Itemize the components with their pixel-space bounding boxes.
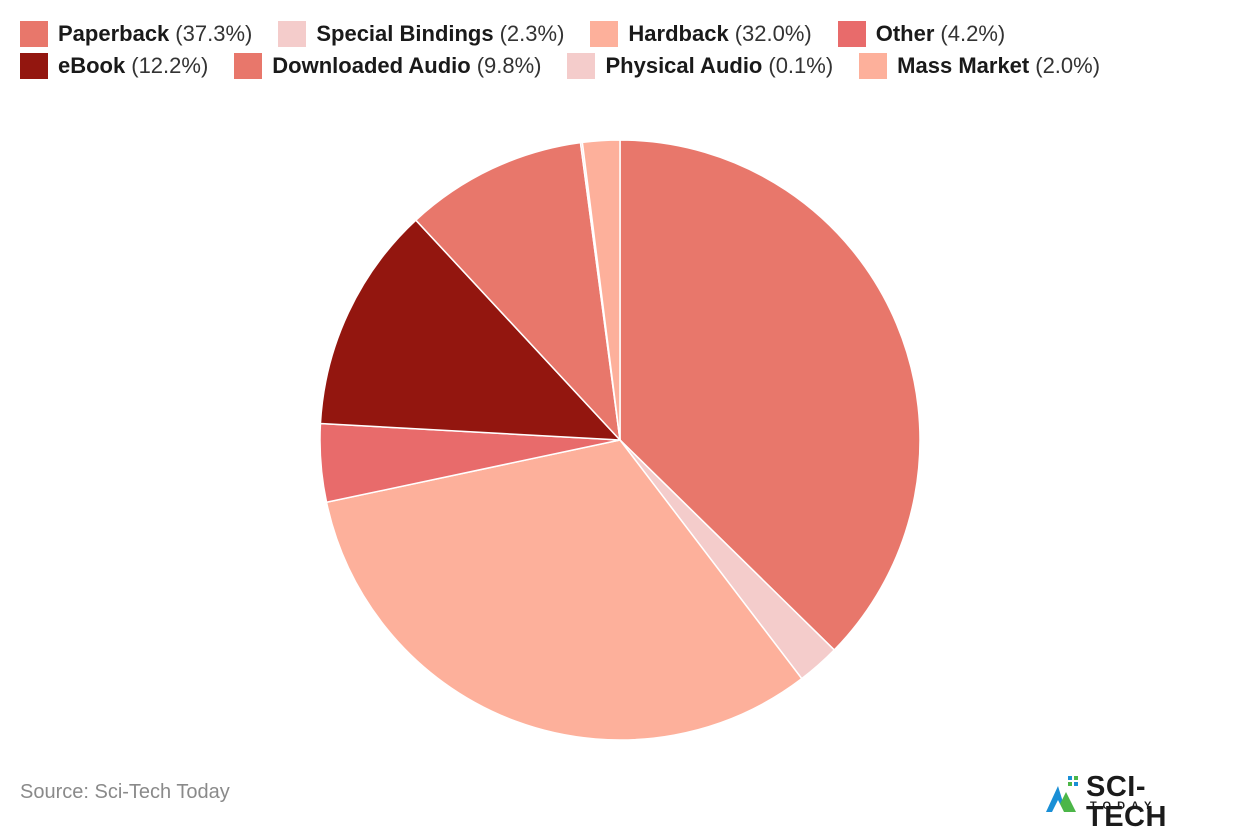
logo-subtitle: TODAY — [1090, 800, 1158, 812]
legend-swatch-hardback — [590, 21, 619, 47]
legend-label-other: Other — [875, 21, 935, 46]
legend-label-mass-market: Mass Market — [897, 53, 1030, 78]
legend-item-ebook: eBook (12.2%) — [20, 53, 208, 79]
source-note: Source: Sci-Tech Today — [20, 781, 230, 803]
legend-swatch-ebook — [20, 53, 48, 79]
legend-pct-physical-audio: (0.1%) — [768, 53, 834, 78]
sci-tech-today-logo: SCI-TECH TODAY — [1044, 770, 1224, 832]
pie-slice-paperback — [619, 139, 921, 652]
legend-label-ebook: eBook — [58, 53, 126, 78]
legend-swatch-special-bindings — [278, 21, 307, 47]
legend-item-special-bindings: Special Bindings (2.3%) — [278, 21, 564, 47]
legend-pct-hardback: (32.0%) — [734, 21, 812, 46]
legend-pct-paperback: (37.3%) — [175, 21, 253, 46]
legend-swatch-physical-audio — [567, 53, 596, 79]
legend-pct-ebook: (12.2%) — [131, 53, 209, 78]
legend-swatch-paperback — [20, 21, 48, 47]
logo-mark-icon — [1046, 776, 1078, 812]
legend: Paperback (37.3%) Special Bindings (2.3%… — [20, 18, 1220, 82]
legend-pct-downloaded-audio: (9.8%) — [476, 53, 542, 78]
legend-pct-mass-market: (2.0%) — [1035, 53, 1101, 78]
legend-label-special-bindings: Special Bindings — [316, 21, 494, 46]
legend-row-1: Paperback (37.3%) Special Bindings (2.3%… — [20, 18, 1220, 50]
legend-item-mass-market: Mass Market (2.0%) — [859, 53, 1100, 79]
legend-label-downloaded-audio: Downloaded Audio — [272, 53, 471, 78]
legend-item-downloaded-audio: Downloaded Audio (9.8%) — [234, 53, 541, 79]
pie-slice-downloaded-audio — [414, 141, 622, 443]
legend-label-paperback: Paperback — [58, 21, 170, 46]
legend-pct-other: (4.2%) — [940, 21, 1006, 46]
legend-item-hardback: Hardback (32.0%) — [590, 21, 812, 47]
pie-slice-hardback — [325, 439, 803, 741]
legend-item-paperback: Paperback (37.3%) — [20, 21, 252, 47]
legend-item-physical-audio: Physical Audio (0.1%) — [567, 53, 833, 79]
legend-swatch-mass-market — [859, 53, 888, 79]
legend-item-other: Other (4.2%) — [837, 21, 1006, 47]
legend-label-physical-audio: Physical Audio — [605, 53, 763, 78]
legend-label-hardback: Hardback — [628, 21, 729, 46]
legend-pct-special-bindings: (2.3%) — [499, 21, 565, 46]
legend-row-2: eBook (12.2%) Downloaded Audio (9.8%) Ph… — [20, 50, 1220, 82]
legend-swatch-other — [837, 21, 866, 47]
legend-swatch-downloaded-audio — [234, 53, 263, 79]
pie-slice-ebook — [319, 219, 622, 441]
pie-slice-mass-market — [581, 139, 621, 441]
